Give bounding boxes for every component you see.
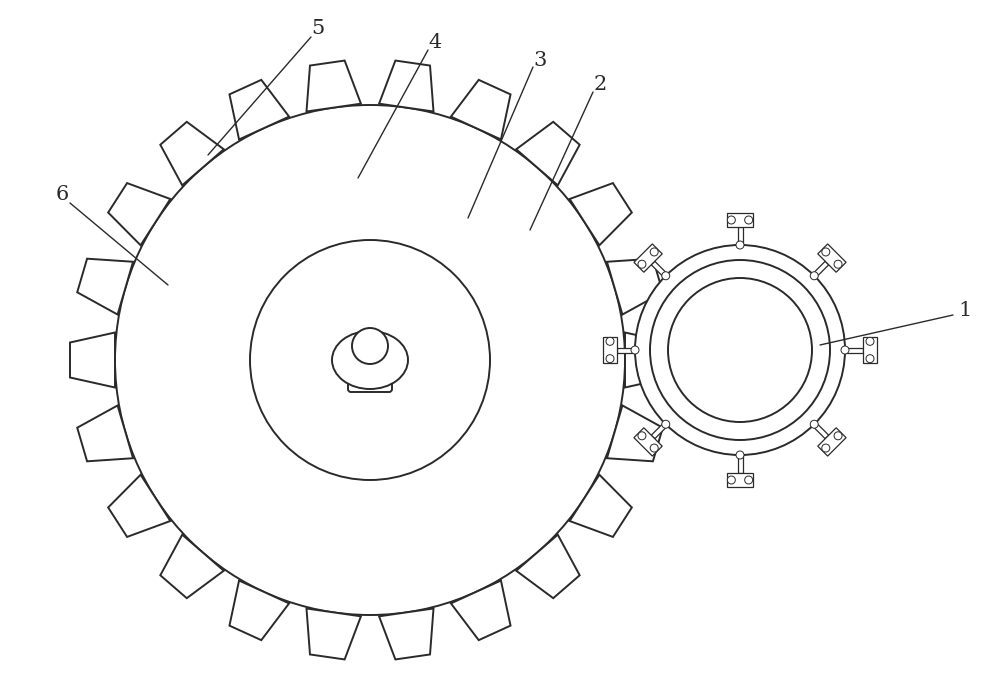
Circle shape	[736, 451, 744, 459]
Polygon shape	[229, 80, 289, 139]
Text: 4: 4	[428, 32, 442, 52]
Polygon shape	[607, 259, 663, 314]
Polygon shape	[634, 428, 662, 456]
Polygon shape	[651, 423, 668, 439]
Circle shape	[662, 272, 670, 280]
Circle shape	[810, 272, 818, 280]
Circle shape	[650, 444, 658, 452]
Circle shape	[834, 260, 842, 268]
Polygon shape	[812, 423, 829, 439]
Circle shape	[810, 420, 818, 428]
Polygon shape	[818, 428, 846, 456]
Circle shape	[638, 260, 646, 268]
Polygon shape	[108, 475, 170, 537]
Text: 5: 5	[311, 18, 325, 38]
Circle shape	[866, 337, 874, 345]
Circle shape	[668, 278, 812, 422]
Circle shape	[650, 260, 830, 440]
Polygon shape	[570, 475, 632, 537]
Circle shape	[834, 432, 842, 440]
Circle shape	[745, 216, 753, 224]
Circle shape	[822, 248, 830, 256]
Circle shape	[662, 420, 670, 428]
Circle shape	[866, 355, 874, 363]
Text: 3: 3	[533, 50, 547, 69]
Circle shape	[727, 476, 735, 484]
Circle shape	[115, 105, 625, 615]
Polygon shape	[727, 213, 753, 227]
Circle shape	[727, 216, 735, 224]
Circle shape	[822, 444, 830, 452]
Polygon shape	[451, 580, 511, 640]
Polygon shape	[812, 261, 829, 277]
Circle shape	[352, 331, 388, 367]
Polygon shape	[738, 227, 742, 245]
Text: 2: 2	[593, 76, 607, 94]
Polygon shape	[603, 337, 617, 363]
Polygon shape	[108, 183, 170, 245]
Polygon shape	[379, 608, 434, 659]
Circle shape	[841, 346, 849, 354]
Circle shape	[635, 245, 845, 455]
Polygon shape	[570, 183, 632, 245]
Polygon shape	[451, 80, 511, 139]
Circle shape	[736, 241, 744, 249]
Polygon shape	[738, 455, 742, 473]
Circle shape	[650, 248, 658, 256]
Polygon shape	[845, 347, 863, 353]
Polygon shape	[617, 347, 635, 353]
Circle shape	[631, 346, 639, 354]
Text: 6: 6	[55, 186, 69, 204]
Text: 1: 1	[958, 300, 972, 319]
Ellipse shape	[332, 331, 408, 389]
Polygon shape	[607, 405, 663, 461]
Polygon shape	[863, 337, 877, 363]
FancyBboxPatch shape	[348, 346, 392, 392]
Polygon shape	[229, 580, 289, 640]
Polygon shape	[70, 332, 115, 388]
Polygon shape	[516, 122, 580, 186]
Circle shape	[352, 328, 388, 364]
Polygon shape	[625, 332, 670, 388]
Polygon shape	[727, 473, 753, 487]
Circle shape	[606, 337, 614, 345]
Circle shape	[745, 476, 753, 484]
Polygon shape	[306, 608, 361, 659]
Polygon shape	[651, 261, 668, 277]
Polygon shape	[634, 244, 662, 272]
Polygon shape	[77, 405, 133, 461]
Polygon shape	[160, 535, 224, 598]
Circle shape	[606, 355, 614, 363]
Polygon shape	[306, 61, 361, 111]
Circle shape	[638, 432, 646, 440]
Polygon shape	[379, 61, 434, 111]
Polygon shape	[818, 244, 846, 272]
Polygon shape	[516, 535, 580, 598]
Circle shape	[250, 240, 490, 480]
Polygon shape	[77, 259, 133, 314]
Polygon shape	[160, 122, 224, 186]
